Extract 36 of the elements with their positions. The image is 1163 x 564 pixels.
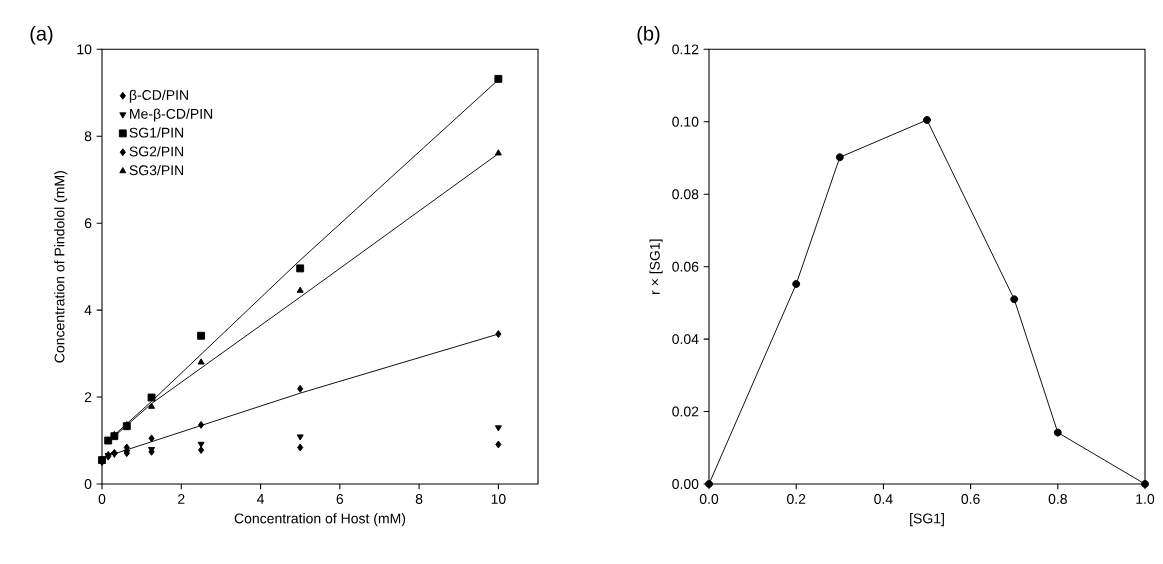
y-tick-label: 0.06 <box>672 261 699 272</box>
x-tick-label: 0.2 <box>787 494 806 504</box>
x-tick-label: 6 <box>336 494 344 504</box>
y-tick-label: 0.08 <box>672 189 699 200</box>
y-tick-label: 6 <box>84 218 92 229</box>
legend-label: SG2/PIN <box>129 146 184 157</box>
y-tick-label: 0 <box>84 479 92 489</box>
y-axis-title: r × [SG1] <box>649 239 663 294</box>
y-tick-label: 0.02 <box>672 406 699 417</box>
x-axis-title: Concentration of Host (mM) <box>234 513 406 527</box>
y-tick-label: 8 <box>84 131 92 142</box>
y-axis-title: Concentration of Pindolol (mM) <box>54 171 68 363</box>
x-tick-label: 0.6 <box>961 494 980 504</box>
y-tick-label: 10 <box>77 44 92 55</box>
text: (b) <box>637 25 660 45</box>
x-tick-label: 0.4 <box>874 494 893 504</box>
x-tick-label: 8 <box>415 494 423 504</box>
y-tick-label: 0.12 <box>672 44 699 55</box>
x-axis-title: [SG1] <box>910 513 944 527</box>
y-tick-label: 4 <box>84 305 92 315</box>
text: (a) <box>30 25 53 45</box>
x-tick-label: 0.0 <box>699 494 719 504</box>
x-tick-label: 10 <box>491 494 506 504</box>
legend-label: SG3/PIN <box>129 164 184 176</box>
y-tick-label: 0.00 <box>672 479 699 489</box>
y-tick-label: 0.04 <box>672 334 699 345</box>
x-tick-label: 4 <box>256 494 265 504</box>
x-tick-label: 0.8 <box>1048 494 1067 504</box>
legend-label: SG1/PIN <box>129 127 184 138</box>
x-tick-label: 0 <box>98 494 106 504</box>
y-tick-label: 0.10 <box>672 116 699 127</box>
x-tick-label: 2 <box>178 494 185 504</box>
legend-label: β-CD/PIN <box>129 89 188 103</box>
y-tick-label: 2 <box>84 392 92 402</box>
legend-label: Me-β-CD/PIN <box>130 108 213 122</box>
x-tick-label: 1.0 <box>1136 494 1155 504</box>
